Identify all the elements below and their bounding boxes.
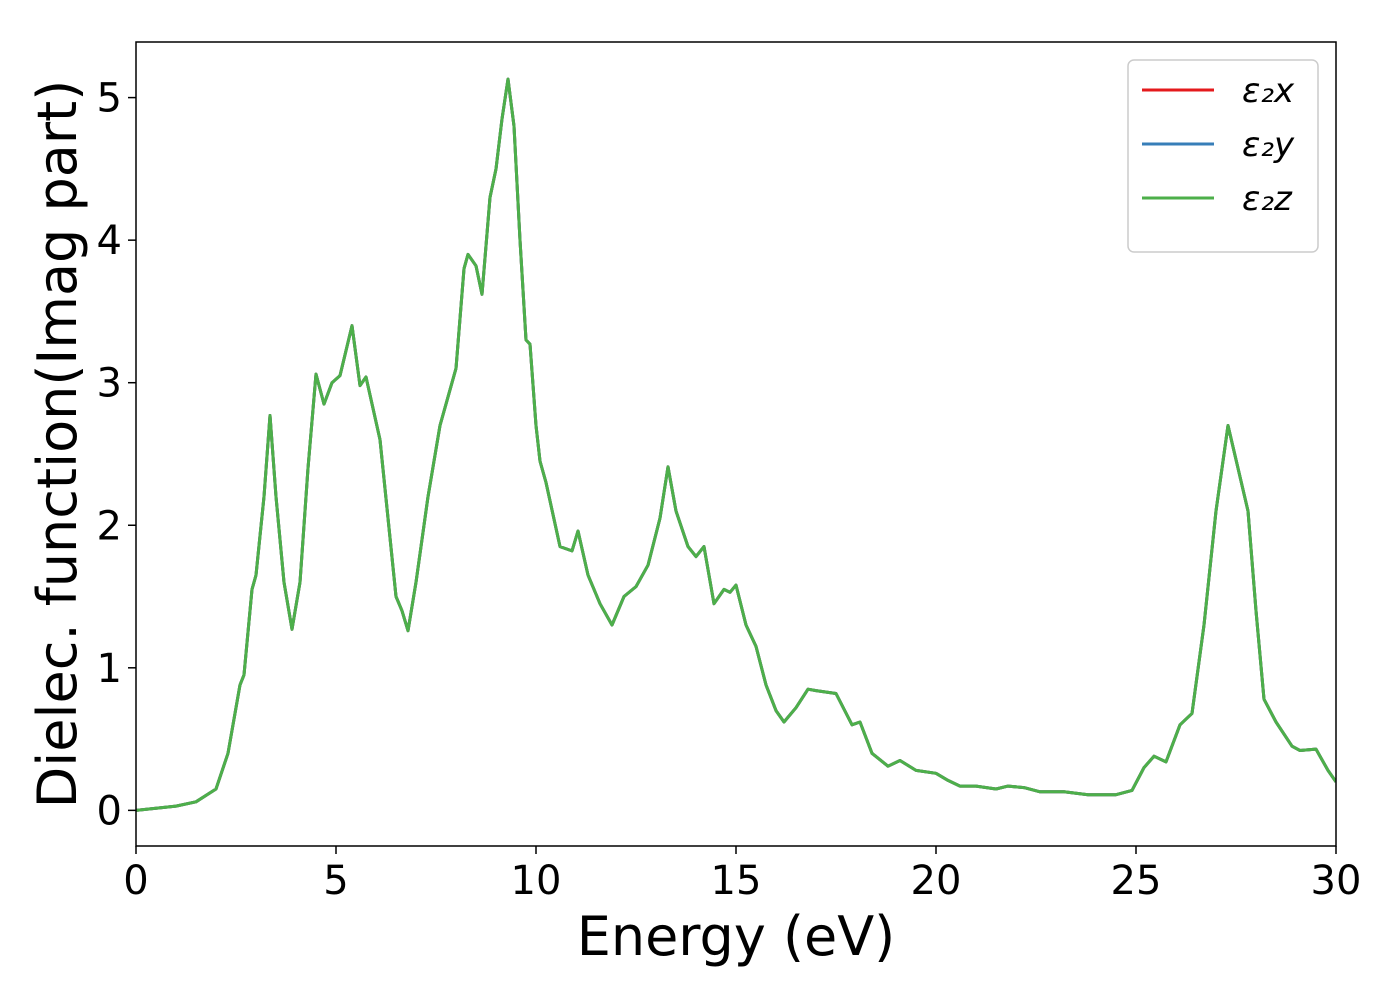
y-tick-label: 0 — [97, 788, 122, 834]
y-tick-label: 2 — [97, 503, 122, 549]
y-tick-label: 1 — [97, 646, 122, 692]
legend-label: ε₂y — [1242, 125, 1295, 165]
x-tick-label: 25 — [1111, 858, 1162, 904]
x-tick-label: 30 — [1311, 858, 1362, 904]
y-axis-label: Dielec. function(Imag part) — [26, 80, 89, 809]
x-tick-label: 20 — [911, 858, 962, 904]
legend-label: ε₂z — [1242, 179, 1293, 219]
legend-box — [1127, 59, 1319, 253]
x-tick-label: 0 — [123, 858, 148, 904]
x-tick-label: 5 — [323, 858, 348, 904]
x-axis-label: Energy (eV) — [577, 905, 896, 968]
x-tick-label: 15 — [711, 858, 762, 904]
y-tick-label: 5 — [97, 76, 122, 122]
legend-label: ε₂x — [1242, 71, 1295, 111]
y-tick-label: 3 — [97, 361, 122, 407]
x-tick-label: 10 — [511, 858, 562, 904]
plot-frame — [135, 41, 1337, 847]
y-tick-label: 4 — [97, 218, 122, 264]
series-line — [136, 77, 1336, 812]
